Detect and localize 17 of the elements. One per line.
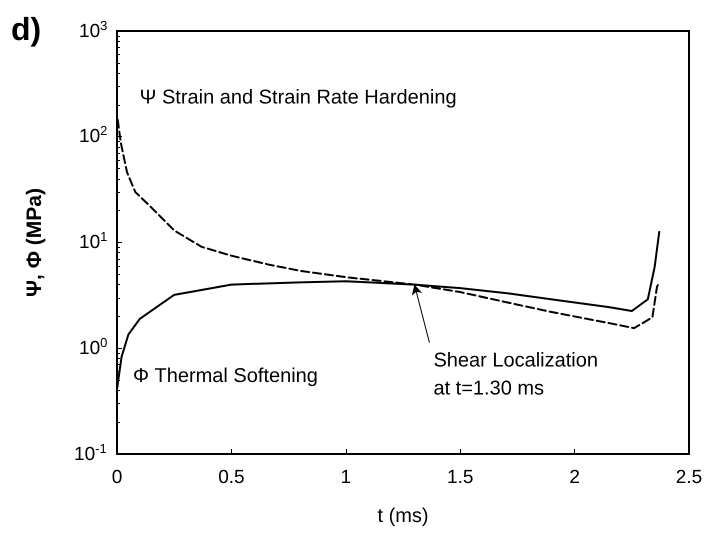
x-axis-title: t (ms)	[377, 505, 429, 527]
x-tick-label: 0.5	[218, 467, 245, 488]
series-label: Ψ Strain and Strain Rate Hardening	[140, 86, 457, 109]
y-tick-label: 10$^{2}$	[79, 123, 108, 148]
annotation: Shear Localization at t=1.30 ms	[433, 350, 598, 400]
y-tick-label: 10$^{3}$	[79, 18, 108, 42]
y-tick-label: 10$^{1}$	[79, 229, 108, 253]
x-tick-label: 2.5	[676, 467, 702, 488]
chart-title: d)	[11, 11, 42, 47]
y-tick-label: 10$^{0}$	[79, 334, 108, 359]
y-tick-label: 10$^{-1}$	[74, 440, 107, 464]
x-tick-label: 0	[112, 467, 122, 488]
x-tick-label: 2	[569, 467, 580, 488]
y-axis-title: Ψ, Φ (MPa)	[23, 188, 46, 297]
x-tick-label: 1.5	[446, 467, 474, 488]
x-tick-label: 1	[340, 467, 352, 488]
series-label: Φ Thermal Softening	[133, 365, 318, 388]
